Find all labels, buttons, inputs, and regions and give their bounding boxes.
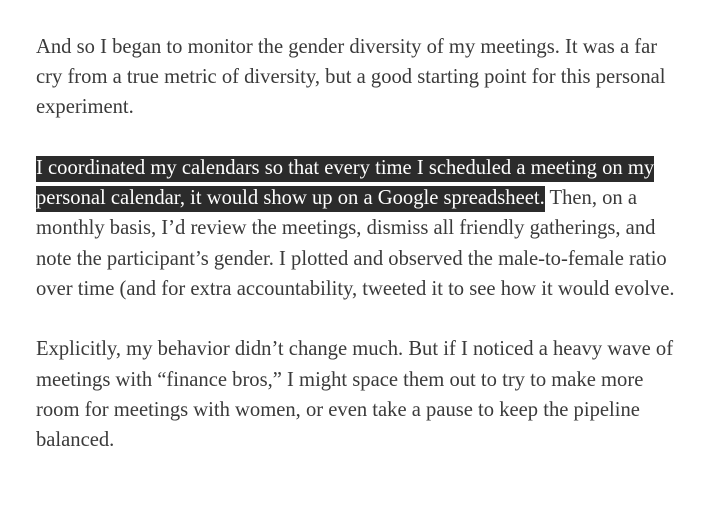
paragraph-text: Then, on a monthly basis, I’d review the…: [36, 187, 675, 300]
paragraph-text: And so I began to monitor the gender div…: [36, 36, 666, 119]
paragraph-behavior: Explicitly, my behavior didn’t change mu…: [36, 334, 686, 455]
paragraph-monitor-diversity: And so I began to monitor the gender div…: [36, 32, 686, 123]
paragraph-text: Explicitly, my behavior didn’t change mu…: [36, 338, 674, 452]
article-body: And so I began to monitor the gender div…: [36, 32, 686, 486]
paragraph-calendar-tracking: I coordinated my calendars so that every…: [36, 153, 686, 304]
